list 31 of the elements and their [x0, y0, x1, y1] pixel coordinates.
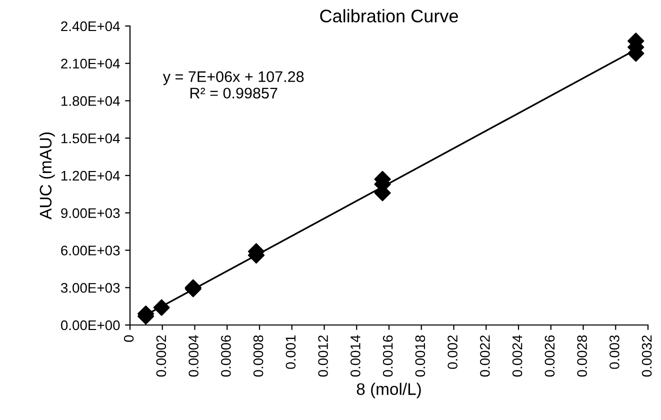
annotation: y = 7E+06x + 107.28 R² = 0.99857	[162, 71, 304, 99]
x-tick-label: 0.001	[286, 335, 296, 369]
y-tick-label: 6.00E+03	[61, 246, 120, 256]
x-tick-label: 0.0026	[544, 335, 555, 377]
y-tick-label: 1.80E+04	[61, 96, 120, 106]
x-tick-label: 0.0032	[642, 335, 652, 377]
x-tick-label: 0.0006	[221, 335, 231, 377]
y-tick-label: 2.40E+04	[61, 21, 120, 32]
x-tick-label: 0.0014	[350, 335, 360, 377]
x-tick-label: 0.0012	[318, 335, 328, 377]
x-tick-label: 0.0022	[480, 335, 490, 377]
y-axis-title: AUC (mAU)	[39, 132, 55, 220]
x-tick-label: 0	[124, 335, 134, 342]
y-tick-label: 9.00E+03	[61, 208, 120, 218]
y-tick-label: 0.00E+00	[60, 320, 120, 330]
x-tick-label: 0.0004	[188, 335, 198, 377]
x-tick-label: 0.0024	[512, 335, 522, 377]
point	[153, 299, 170, 316]
y-tick-label: 1.20E+04	[61, 170, 120, 181]
x-tick-label: 0.0008	[253, 335, 264, 377]
y-tick-label: 1.50E+04	[61, 133, 120, 144]
y-tick-label: 2.10E+04	[61, 58, 120, 69]
y-tick-label: 3.00E+03	[60, 282, 120, 293]
x-tick-label: 0.003	[610, 335, 620, 369]
chart-title: Calibration Curve	[320, 9, 458, 22]
x-tick-label: 0.0002	[156, 335, 166, 377]
x-tick-label: 0.0016	[382, 335, 393, 377]
x-tick-label: 0.002	[448, 335, 458, 369]
x-axis-title: 8 (mol/L)	[356, 382, 421, 398]
x-tick-label: 0.0028	[577, 335, 587, 377]
x-tick-label: 0.0018	[415, 335, 426, 377]
